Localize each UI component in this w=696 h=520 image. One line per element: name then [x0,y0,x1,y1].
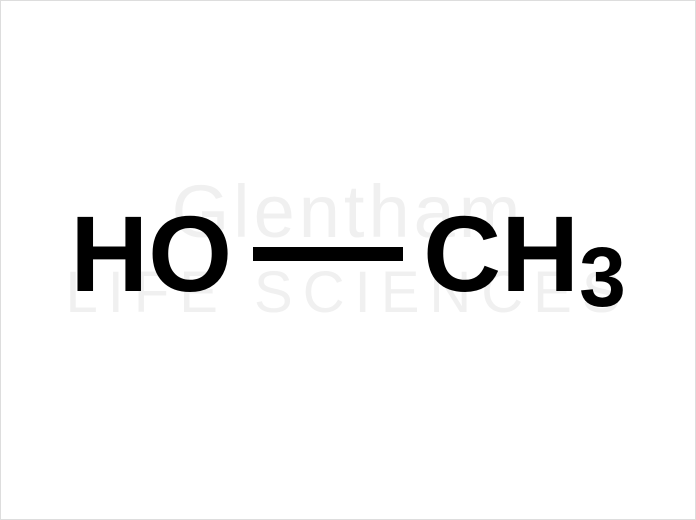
chemical-formula: HO CH3 [1,181,695,316]
single-bond [253,247,403,261]
atom-group-right: CH [423,191,579,316]
atom-group-left: HO [70,191,232,316]
structure-canvas: Glentham LIFE SCIENCES HO CH3 [0,0,696,520]
subscript-3: 3 [579,229,626,326]
